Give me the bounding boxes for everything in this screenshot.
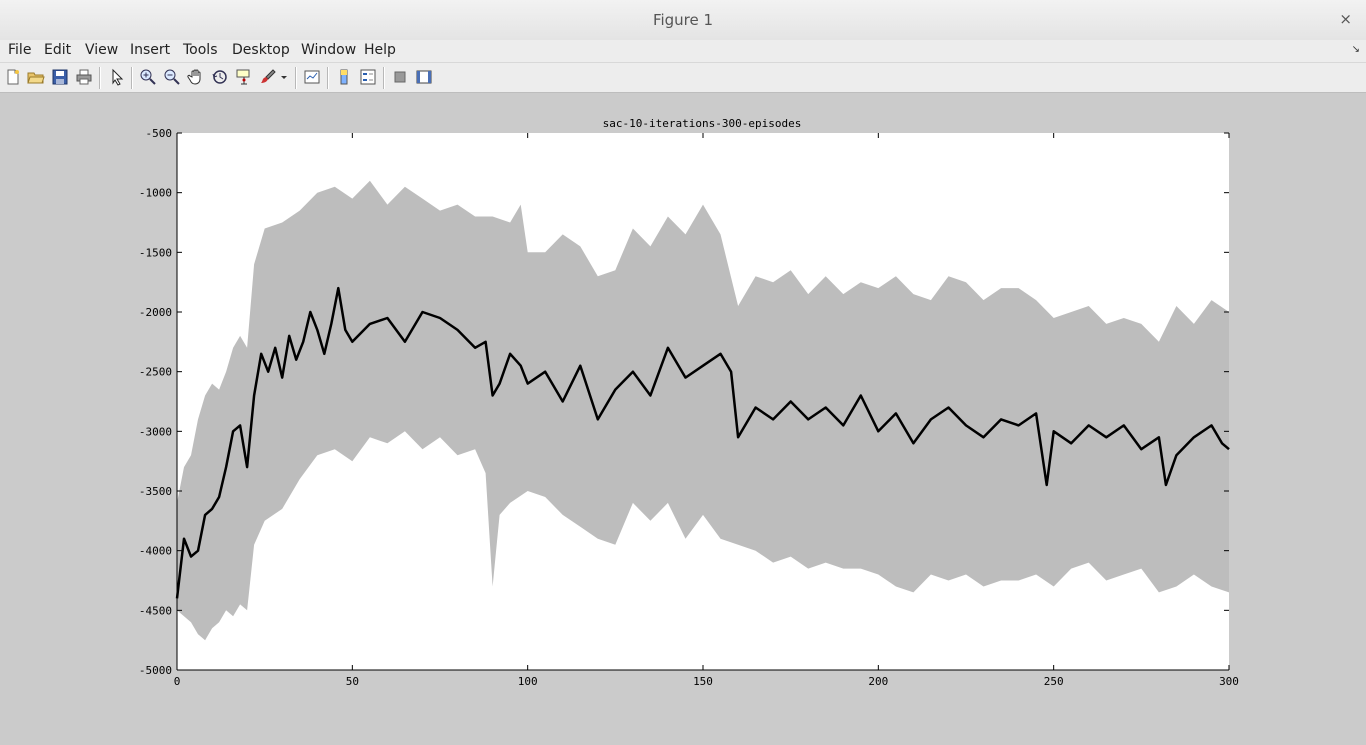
select-arrow-icon[interactable] <box>108 68 126 86</box>
y-tick-label: -5000 <box>139 664 172 677</box>
toolbar-separator <box>383 67 385 89</box>
x-tick-label: 0 <box>174 675 181 688</box>
y-tick-label: -1000 <box>139 187 172 200</box>
hide-plot-tools-icon[interactable] <box>391 68 409 86</box>
figure-canvas: sac-10-iterations-300-episodes 0 50 100 150… <box>0 93 1366 741</box>
x-tick-label: 250 <box>1044 675 1064 688</box>
new-figure-icon[interactable] <box>4 68 22 86</box>
brush-dropdown-icon[interactable] <box>279 68 289 86</box>
std-band-area <box>177 180 1229 641</box>
toolbar-separator <box>327 67 329 89</box>
legend-icon[interactable] <box>359 68 377 86</box>
y-tick-label: -2500 <box>139 366 172 379</box>
menu-help[interactable]: Help <box>364 42 396 58</box>
menu-window[interactable]: Window <box>301 42 357 58</box>
close-icon[interactable]: × <box>1339 10 1352 28</box>
chart-title: sac-10-iterations-300-episodes <box>603 117 802 130</box>
figure-toolbar <box>0 63 1366 93</box>
save-icon[interactable] <box>51 68 69 86</box>
y-tick-label: -3500 <box>139 485 172 498</box>
toolbar-separator <box>131 67 133 89</box>
toolbar-separator <box>99 67 101 89</box>
y-tick-label: -3000 <box>139 425 172 438</box>
y-tick-label: -4000 <box>139 545 172 558</box>
band-layer <box>177 180 1229 641</box>
y-tick-label: -1500 <box>139 246 172 259</box>
x-tick-label: 150 <box>693 675 713 688</box>
show-plot-tools-icon[interactable] <box>415 68 433 86</box>
x-tick-label: 200 <box>868 675 888 688</box>
x-tick-label: 100 <box>518 675 538 688</box>
dock-figure-icon[interactable]: ↘ <box>1351 44 1360 55</box>
toolbar-separator <box>295 67 297 89</box>
data-cursor-icon[interactable] <box>235 68 253 86</box>
menu-view[interactable]: View <box>85 42 119 58</box>
window-titlebar: Figure 1 × <box>0 0 1366 41</box>
window-title: Figure 1 <box>652 11 714 29</box>
x-tick-label: 50 <box>346 675 359 688</box>
menu-file[interactable]: File <box>8 42 32 58</box>
brush-icon[interactable] <box>259 68 277 86</box>
x-tick-label: 300 <box>1219 675 1239 688</box>
rotate-3d-icon[interactable] <box>211 68 229 86</box>
zoom-out-icon[interactable] <box>163 68 181 86</box>
menu-edit[interactable]: Edit <box>44 42 72 58</box>
open-file-icon[interactable] <box>27 68 45 86</box>
colorbar-icon[interactable] <box>335 68 353 86</box>
link-plot-icon[interactable] <box>303 68 321 86</box>
y-tick-label: -4500 <box>139 604 172 617</box>
zoom-in-icon[interactable] <box>139 68 157 86</box>
y-tick-label: -500 <box>146 127 173 140</box>
menu-desktop[interactable]: Desktop <box>232 42 290 58</box>
line-chart[interactable]: sac-10-iterations-300-episodes 0 50 100 150… <box>0 93 1366 741</box>
y-tick-label: -2000 <box>139 306 172 319</box>
pan-hand-icon[interactable] <box>187 68 205 86</box>
line-layer <box>175 286 1230 599</box>
menu-tools[interactable]: Tools <box>183 42 218 58</box>
print-icon[interactable] <box>75 68 93 86</box>
menu-insert[interactable]: Insert <box>130 42 171 58</box>
axes-layer: 0 50 100 150 200 250 300 -500 -1000 -1500 -2000 -25… <box>139 127 1239 688</box>
mean-reward-line <box>175 286 1230 599</box>
menu-bar: File Edit View Insert Tools Desktop Wind… <box>0 40 1366 63</box>
